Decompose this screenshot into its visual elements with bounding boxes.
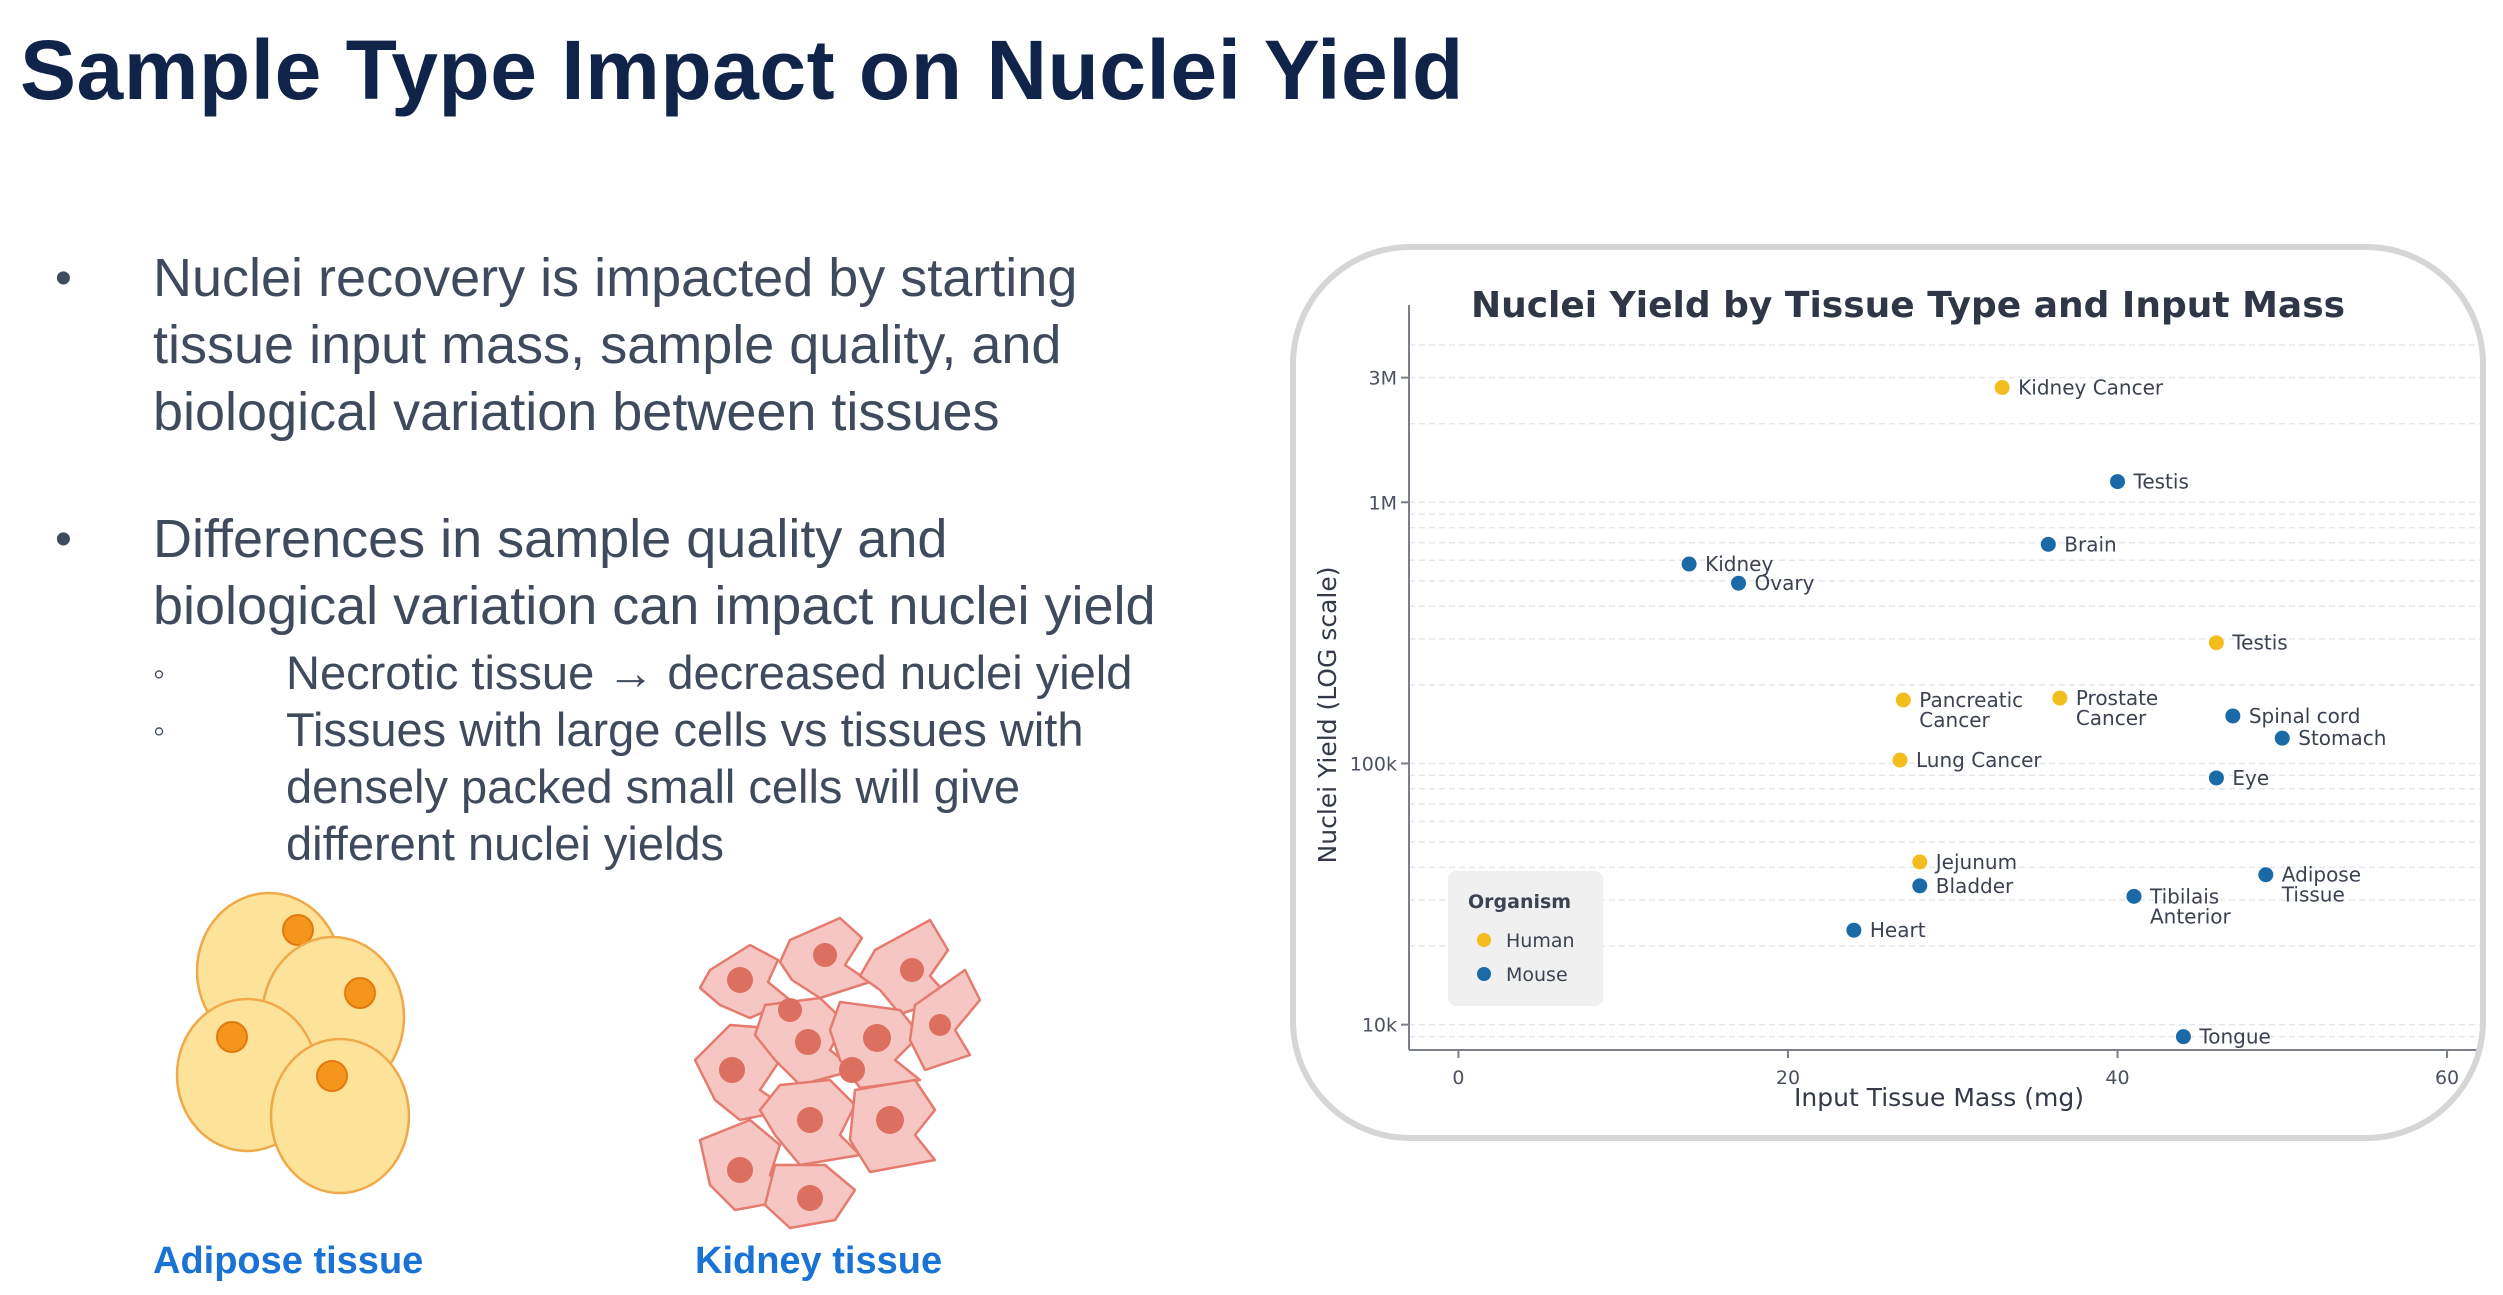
mouse-point [1731,575,1747,591]
mouse-point [2258,867,2274,883]
sub-bullet-text: Tissues with large cells vs tissues with… [286,703,1084,870]
sub-bullet-item: ◦ Tissues with large cells vs tissues wi… [153,701,1235,872]
mouse-point [2110,474,2126,490]
point-label: Tongue [2198,1025,2270,1049]
gridlines [1409,344,2480,1051]
point-label: Heart [1870,918,1926,942]
point-label: Spinal cord [2249,704,2361,728]
human-point [1912,854,1928,870]
scatter-chart: Nuclei Yield by Tissue Type and Input Ma… [1313,285,2480,1112]
point-label: Stomach [2298,726,2386,750]
point-label: Kidney [1705,552,1773,576]
mouse-point [1912,878,1928,894]
chart-card: Nuclei Yield by Tissue Type and Input Ma… [1290,244,2486,1141]
legend: Organism Human Mouse [1448,871,1603,1006]
slide-title: Sample Type Impact on Nuclei Yield [20,23,1464,117]
mouse-point [2126,888,2142,904]
point-labels: Kidney Cancer Testis Pancreatic Cancer Prost… [1705,376,2386,1049]
point-label: Brain [2064,532,2116,556]
y-tick-label: 100k [1350,753,1397,775]
y-tick-label: 1M [1369,492,1397,514]
bullet-text: Differences in sample quality and biolog… [153,509,1156,636]
sub-bullet-circle-icon: ◦ [153,655,166,693]
point-label: Lung Cancer [1916,748,2042,772]
human-point [1895,692,1911,708]
bullet-item: • Nuclei recovery is impacted by startin… [55,245,1235,446]
point-label: Jejunum [1934,850,2017,874]
point-label: Testis [2133,470,2189,494]
y-axis-label: Nuclei Yield (LOG scale) [1313,567,1342,864]
mouse-point [2208,770,2224,786]
sub-bullet-list: ◦ Necrotic tissue → decreased nuclei yie… [153,644,1235,872]
mouse-point [2225,708,2241,724]
point-label: Testis [2231,631,2287,655]
x-tick-label: 20 [1776,1067,1800,1089]
y-tick-label: 3M [1369,368,1397,390]
point-label: Kidney Cancer [2018,376,2164,400]
chart-title: Nuclei Yield by Tissue Type and Input Ma… [1471,285,2345,326]
x-tick-label: 0 [1452,1067,1464,1089]
bullet-item: • Differences in sample quality and biol… [55,506,1235,872]
bullet-dot-icon: • [55,513,72,566]
bullet-dot-icon: • [55,252,72,305]
legend-mouse-marker [1477,967,1491,981]
point-label: Bladder [1936,874,2014,898]
legend-human-marker [1477,933,1491,947]
mouse-point [2274,730,2290,746]
bullet-text: Nuclei recovery is impacted by starting … [153,248,1078,442]
x-axis-label: Input Tissue Mass (mg) [1794,1083,2084,1112]
legend-human-label: Human [1506,930,1575,952]
sub-bullet-text: Necrotic tissue → decreased nuclei yield [286,646,1133,699]
data-points [1681,380,2290,1045]
y-tick-label: 10k [1362,1015,1397,1037]
adipose-cells-illustration [175,891,411,1195]
mouse-point [1681,556,1697,572]
point-label: Prostate Cancer [2076,686,2158,730]
human-point [1994,380,2010,396]
kidney-cells-illustration [693,916,982,1230]
bullet-list: • Nuclei recovery is impacted by startin… [55,245,1235,872]
human-point [1892,752,1908,768]
x-tick-label: 60 [2435,1067,2459,1089]
mouse-point [1846,922,1862,938]
x-tick-label: 40 [2105,1067,2129,1089]
sub-bullet-circle-icon: ◦ [153,712,166,750]
point-label: Adipose Tissue [2281,863,2361,907]
point-label: Tibilais Anterior [2149,884,2232,928]
kidney-tissue-label: Kidney tissue [695,1240,943,1282]
axes: 10k 100k 1M 3M 0 20 40 60 [1350,305,2480,1089]
point-label: Ovary [1755,571,1815,595]
point-label: Pancreatic Cancer [1919,688,2023,732]
sub-bullet-item: ◦ Necrotic tissue → decreased nuclei yie… [153,644,1235,701]
legend-title: Organism [1468,891,1571,913]
mouse-point [2175,1029,2191,1045]
legend-mouse-label: Mouse [1506,964,1568,986]
human-point [2052,690,2068,706]
human-point [2208,635,2224,651]
mouse-point [2040,536,2056,552]
adipose-tissue-label: Adipose tissue [153,1240,424,1282]
point-label: Eye [2232,766,2269,790]
